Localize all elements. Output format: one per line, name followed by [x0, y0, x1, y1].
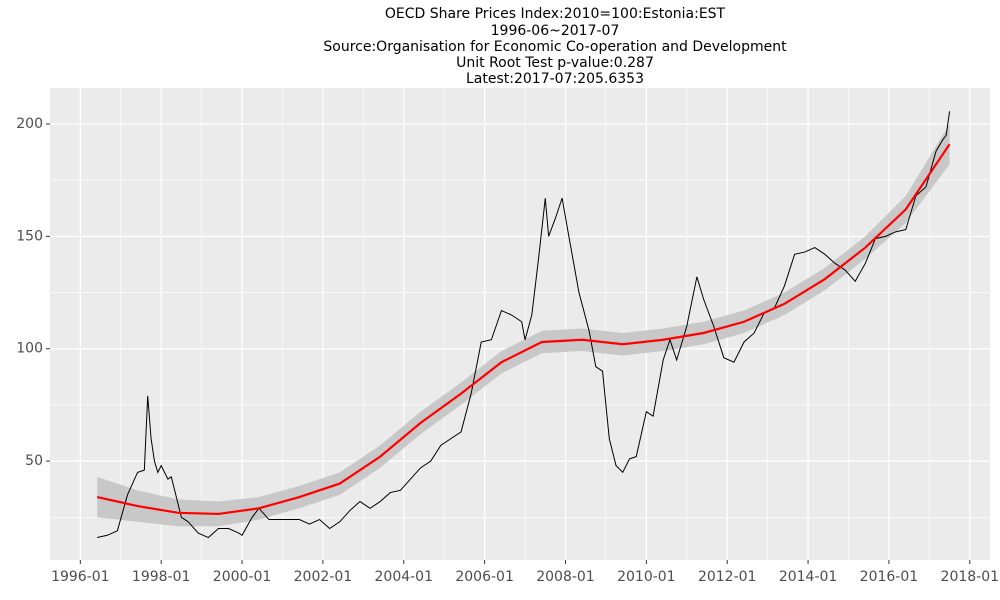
plot-panel — [50, 88, 990, 560]
chart-title: OECD Share Prices Index:2010=100:Estonia… — [385, 6, 726, 22]
x-tick-label: 2000-01 — [213, 569, 272, 585]
x-tick-label: 1998-01 — [132, 569, 191, 585]
y-tick-label: 50 — [25, 453, 43, 469]
x-tick-label: 2014-01 — [779, 569, 838, 585]
x-tick-label: 2018-01 — [941, 569, 1000, 585]
x-tick-label: 2006-01 — [455, 569, 514, 585]
x-tick-label: 2012-01 — [698, 569, 757, 585]
x-tick-label: 2016-01 — [860, 569, 919, 585]
chart-subtitle: Source:Organisation for Economic Co-oper… — [323, 39, 787, 55]
y-tick-label: 150 — [16, 228, 43, 244]
y-tick-label: 100 — [16, 341, 43, 357]
x-tick-label: 2008-01 — [536, 569, 595, 585]
chart-subtitle: Unit Root Test p-value:0.287 — [456, 55, 654, 71]
x-tick-label: 2002-01 — [294, 569, 353, 585]
y-tick-label: 200 — [16, 116, 43, 132]
x-tick-label: 2010-01 — [617, 569, 676, 585]
data-line — [97, 111, 951, 539]
smooth-line — [96, 143, 951, 516]
chart-subtitle: 1996-06~2017-07 — [491, 23, 620, 39]
x-tick-label: 1996-01 — [51, 569, 110, 585]
plot-layer: 50 100 150 200 1996-01 1998-01 2000-01 2002-01 2… — [16, 88, 999, 585]
x-tick-label: 2004-01 — [375, 569, 434, 585]
chart-subtitle: Latest:2017-07:205.6353 — [466, 71, 644, 87]
